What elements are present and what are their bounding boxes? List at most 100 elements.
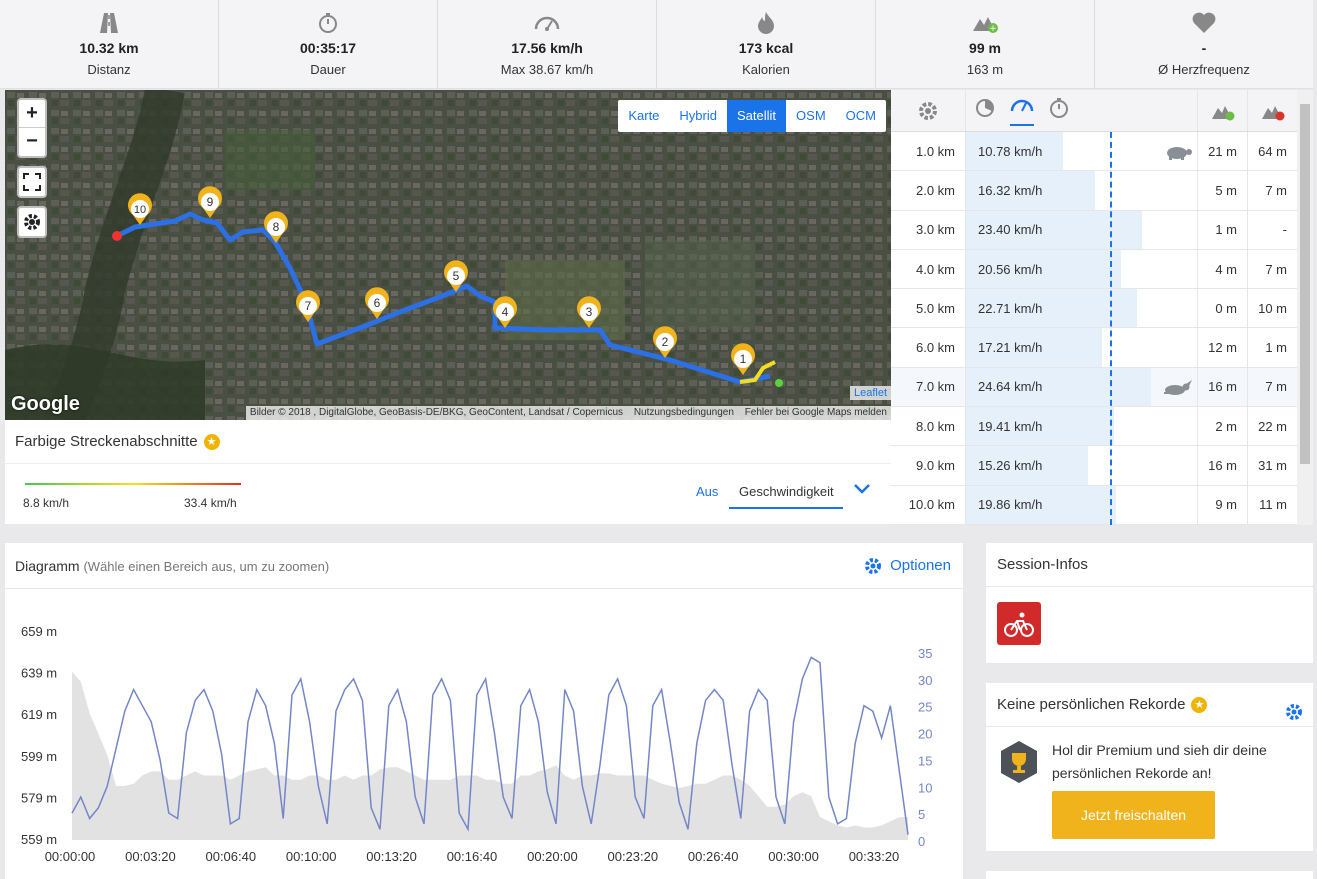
metric-tabs	[965, 90, 1197, 131]
table-settings-button[interactable]	[891, 90, 965, 131]
map-marker[interactable]: 7	[305, 299, 312, 313]
scrollbar-thumb[interactable]	[1300, 104, 1310, 464]
stat-speed: 17.56 km/h Max 38.67 km/h	[438, 0, 657, 88]
stat-value: -	[1201, 40, 1207, 56]
ascent-cell: 2 m	[1197, 407, 1247, 446]
map-marker[interactable]: 1	[740, 352, 747, 366]
km-cell: 2.0 km	[915, 182, 955, 198]
leaflet-link[interactable]: Leaflet	[849, 386, 891, 400]
ascent-cell: 4 m	[1197, 249, 1247, 289]
records-header: Keine persönlichen Rekorde ★	[986, 683, 1313, 727]
descent-cell: 31 m	[1247, 446, 1297, 485]
stats-bar: 10.32 km Distanz 00:35:17 Dauer 17.56 km…	[0, 0, 1313, 89]
table-scrollbar[interactable]	[1297, 90, 1313, 525]
average-speed-line	[1110, 132, 1112, 525]
map-marker[interactable]: 8	[273, 220, 280, 234]
fullscreen-button[interactable]	[17, 166, 47, 198]
layer-osm[interactable]: OSM	[796, 108, 826, 123]
segments-off-button[interactable]: Aus	[696, 484, 719, 499]
options-button[interactable]: Optionen	[864, 543, 951, 589]
layer-satellit[interactable]: Satellit	[727, 100, 787, 132]
rabbit-icon	[1161, 379, 1193, 399]
x-axis-tick: 00:23:20	[607, 849, 658, 864]
speed-value: 19.86 km/h	[978, 497, 1043, 513]
stopwatch-tab-icon[interactable]	[1048, 97, 1070, 124]
layer-ocm[interactable]: OCM	[845, 108, 876, 123]
y-axis-left-tick: 619 m	[21, 707, 57, 722]
y-axis-right-tick: 20	[918, 727, 932, 742]
km-cell: 9.0 km	[915, 458, 955, 474]
table-row[interactable]: 3.0 km 23.40 km/h 1 m-	[891, 210, 1297, 250]
descent-cell: 7 m	[1247, 249, 1297, 289]
speed-tab-icon[interactable]	[1010, 95, 1034, 126]
speed-bar	[966, 328, 1103, 367]
map-settings-button[interactable]	[17, 206, 47, 238]
chevron-down-icon[interactable]	[853, 482, 871, 500]
ascent-cell: 12 m	[1197, 328, 1247, 367]
speedometer-icon	[438, 10, 656, 36]
stat-value: 99 m	[969, 40, 1001, 56]
layer-karte[interactable]: Karte	[628, 108, 660, 123]
x-axis-tick: 00:00:00	[45, 849, 96, 864]
report-link[interactable]: Fehler bei Google Maps melden	[744, 407, 887, 418]
stat-label: Kalorien	[742, 62, 790, 77]
google-logo: Google	[11, 393, 80, 415]
unlock-premium-button[interactable]: Jetzt freischalten	[1052, 791, 1215, 839]
map-marker[interactable]: 3	[586, 305, 593, 319]
ascent-cell: 5 m	[1197, 171, 1247, 210]
zoom-out-button[interactable]: −	[26, 130, 38, 152]
speed-value: 20.56 km/h	[978, 261, 1043, 277]
pace-tab-icon[interactable]	[974, 97, 996, 124]
layer-hybrid[interactable]: Hybrid	[679, 108, 717, 123]
gear-icon	[19, 208, 45, 236]
zoom-in-button[interactable]: +	[19, 100, 45, 128]
y-axis-right-tick: 0	[918, 834, 925, 849]
speed-cell: 19.86 km/h	[965, 485, 1197, 524]
ascent-cell: 1 m	[1197, 210, 1247, 249]
descent-cell: 11 m	[1247, 485, 1297, 524]
x-axis-tick: 00:06:40	[205, 849, 256, 864]
route-map[interactable]: 1 2 3 4 5 6 7 8 9 10 + − Karte Hybrid Sa…	[5, 90, 891, 420]
segments-mode-select[interactable]: Geschwindigkeit	[729, 476, 843, 509]
x-axis-tick: 00:33:20	[849, 849, 900, 864]
stat-calories: 173 kcal Kalorien	[657, 0, 876, 88]
descent-cell: 7 m	[1247, 367, 1297, 407]
trophy-icon	[999, 739, 1039, 790]
speed-bar	[966, 407, 1114, 446]
map-marker[interactable]: 6	[374, 296, 381, 310]
table-row[interactable]: 5.0 km 22.71 km/h 0 m 10 m	[891, 289, 1297, 329]
panel-title: Farbige Streckenabschnitte ★	[5, 420, 891, 464]
map-marker[interactable]: 5	[453, 269, 460, 283]
speed-cell: 19.41 km/h	[965, 407, 1197, 446]
speed-bar	[966, 210, 1142, 249]
road-icon	[0, 10, 218, 36]
min-speed-label: 8.8 km/h	[23, 496, 70, 510]
records-settings-button[interactable]	[1285, 695, 1303, 739]
map-marker[interactable]: 2	[662, 335, 669, 349]
speed-bar	[966, 367, 1151, 407]
y-axis-right-tick: 5	[918, 807, 925, 822]
table-row[interactable]: 10.0 km 19.86 km/h 9 m 11 m	[891, 485, 1297, 525]
flame-icon	[657, 10, 875, 36]
speed-cell: 17.21 km/h	[965, 328, 1197, 367]
map-marker[interactable]: 10	[134, 204, 146, 216]
table-row[interactable]: 9.0 km 15.26 km/h 16 m 31 m	[891, 446, 1297, 486]
table-row[interactable]: 1.0 km 10.78 km/h 21 m 64 m	[891, 132, 1297, 172]
elevation-up-icon	[1197, 90, 1247, 131]
map-marker[interactable]: 4	[502, 305, 509, 319]
km-cell: 7.0 km	[915, 379, 955, 395]
satellite-map-image: 1 2 3 4 5 6 7 8 9 10	[5, 90, 891, 420]
map-marker[interactable]: 9	[207, 195, 214, 209]
y-axis-left-tick: 579 m	[21, 790, 57, 805]
table-row[interactable]: 8.0 km 19.41 km/h 2 m 22 m	[891, 407, 1297, 447]
zoom-control: + −	[17, 98, 47, 158]
terms-link[interactable]: Nutzungsbedingungen	[633, 407, 734, 418]
y-axis-right-tick: 15	[918, 753, 932, 768]
diagram-hint: (Wähle einen Bereich aus, um zu zoomen)	[83, 559, 330, 574]
elevation-speed-chart[interactable]: 659 m 639 m 619 m 599 m 579 m 559 m 35 30 25 20 15…	[5, 589, 963, 879]
cycling-icon[interactable]	[997, 602, 1041, 645]
